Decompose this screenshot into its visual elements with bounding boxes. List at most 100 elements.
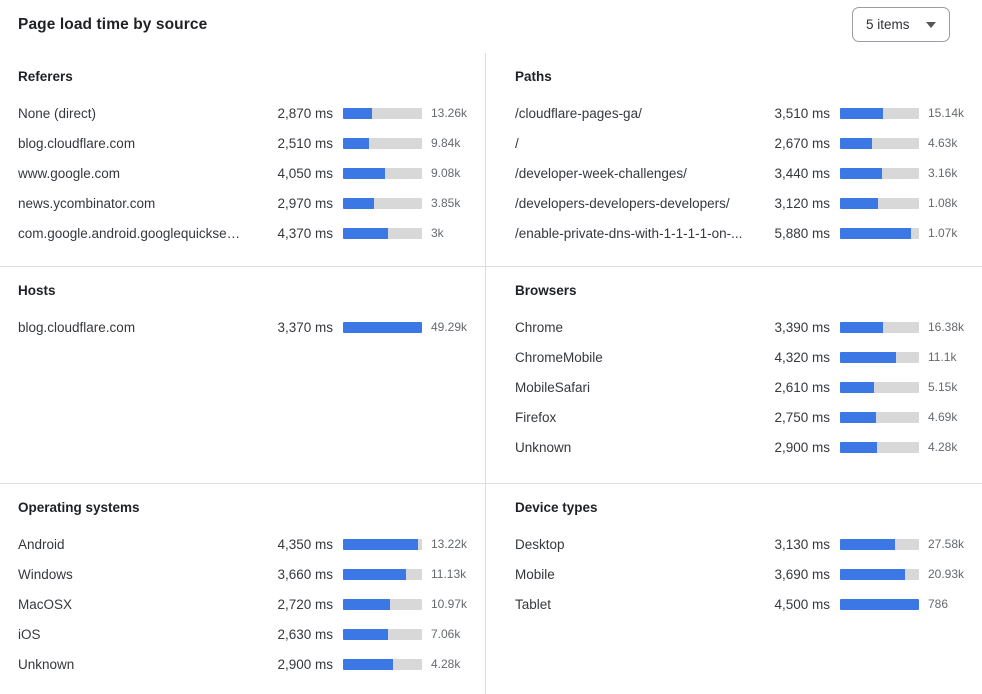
row-bar-fill: [840, 107, 883, 119]
section-rows: Desktop 3,130 ms 27.58k Mobile 3,690 ms …: [515, 529, 970, 619]
row-label: www.google.com: [18, 165, 121, 181]
metric-row: Desktop 3,130 ms 27.58k: [515, 529, 970, 559]
row-bar-track: [840, 568, 919, 580]
section-rows: None (direct) 2,870 ms 13.26k blog.cloud…: [18, 98, 473, 248]
row-bar-track: [343, 658, 422, 670]
row-load-time: 2,510 ms: [277, 135, 333, 151]
row-load-time: 5,880 ms: [774, 225, 830, 241]
row-label: Windows: [18, 566, 73, 582]
row-bar-track: [840, 351, 919, 363]
row-load-time: 3,510 ms: [774, 105, 830, 121]
row-load-time: 3,660 ms: [277, 566, 333, 582]
row-bar-track: [343, 628, 422, 640]
metric-row: MobileSafari 2,610 ms 5.15k: [515, 372, 970, 402]
row-bar-fill: [343, 321, 422, 333]
row-bar-fill: [840, 227, 912, 239]
row-bar-fill: [343, 598, 390, 610]
row-load-time: 4,320 ms: [774, 349, 830, 365]
row-load-time: 2,900 ms: [774, 439, 830, 455]
section-referers: Referers None (direct) 2,870 ms 13.26k b…: [0, 53, 486, 267]
row-bar-track: [343, 227, 422, 239]
row-load-time: 3,130 ms: [774, 536, 830, 552]
row-bar-fill: [840, 197, 878, 209]
row-bar-track: [840, 321, 919, 333]
row-bar-fill: [840, 538, 896, 550]
metric-row: blog.cloudflare.com 2,510 ms 9.84k: [18, 128, 473, 158]
metric-row: /enable-private-dns-with-1-1-1-1-on-... …: [515, 218, 970, 248]
row-count: 9.08k: [431, 166, 461, 180]
metric-row: ChromeMobile 4,320 ms 11.1k: [515, 342, 970, 372]
row-bar-track: [343, 137, 422, 149]
row-load-time: 2,750 ms: [774, 409, 830, 425]
row-bar-fill: [343, 167, 385, 179]
row-bar-fill: [840, 441, 878, 453]
row-count: 3.85k: [431, 196, 461, 210]
section-rows: /cloudflare-pages-ga/ 3,510 ms 15.14k / …: [515, 98, 970, 248]
sections-grid: Referers None (direct) 2,870 ms 13.26k b…: [0, 53, 982, 694]
section-rows: Android 4,350 ms 13.22k Windows 3,660 ms…: [18, 529, 473, 679]
row-load-time: 3,690 ms: [774, 566, 830, 582]
row-count: 3.16k: [928, 166, 958, 180]
section-title: Hosts: [18, 283, 56, 298]
section-paths: Paths /cloudflare-pages-ga/ 3,510 ms 15.…: [486, 53, 982, 267]
metric-row: Windows 3,660 ms 11.13k: [18, 559, 473, 589]
row-bar-track: [343, 167, 422, 179]
row-bar-track: [840, 538, 919, 550]
page-title: Page load time by source: [18, 16, 208, 33]
row-load-time: 3,370 ms: [277, 319, 333, 335]
row-count: 9.84k: [431, 136, 461, 150]
row-count: 13.22k: [431, 537, 468, 551]
section-rows: blog.cloudflare.com 3,370 ms 49.29k: [18, 312, 473, 342]
row-bar-fill: [343, 137, 370, 149]
row-count: 7.06k: [431, 627, 461, 641]
row-count: 4.28k: [431, 657, 461, 671]
row-count: 5.15k: [928, 380, 958, 394]
metric-row: Mobile 3,690 ms 20.93k: [515, 559, 970, 589]
metric-row: com.google.android.googlequicksearc... 4…: [18, 218, 473, 248]
row-count: 11.13k: [431, 567, 467, 581]
row-bar-fill: [343, 538, 419, 550]
metric-row: Unknown 2,900 ms 4.28k: [515, 432, 970, 462]
row-bar-fill: [840, 598, 919, 610]
row-count: 13.26k: [431, 106, 468, 120]
row-load-time: 4,050 ms: [277, 165, 333, 181]
row-label: /developer-week-challenges/: [515, 165, 687, 181]
row-count: 16.38k: [928, 320, 965, 334]
section-title: Paths: [515, 69, 552, 84]
metric-row: Unknown 2,900 ms 4.28k: [18, 649, 473, 679]
row-bar-track: [840, 107, 919, 119]
items-count-select[interactable]: 5 items: [852, 7, 950, 42]
row-load-time: 2,870 ms: [277, 105, 333, 121]
row-bar-fill: [343, 197, 374, 209]
row-bar-track: [840, 197, 919, 209]
row-label: Tablet: [515, 596, 552, 612]
row-bar-fill: [840, 411, 876, 423]
section-operating-systems: Operating systems Android 4,350 ms 13.22…: [0, 484, 486, 694]
row-bar-fill: [343, 107, 373, 119]
row-label: MacOSX: [18, 596, 73, 612]
row-bar-track: [343, 568, 422, 580]
row-bar-track: [343, 538, 422, 550]
metric-row: MacOSX 2,720 ms 10.97k: [18, 589, 473, 619]
row-bar-fill: [840, 321, 884, 333]
metric-row: iOS 2,630 ms 7.06k: [18, 619, 473, 649]
row-count: 4.69k: [928, 410, 958, 424]
row-bar-fill: [343, 227, 389, 239]
row-bar-track: [840, 441, 919, 453]
row-count: 1.07k: [928, 226, 958, 240]
row-label: Mobile: [515, 566, 555, 582]
metric-row: news.ycombinator.com 2,970 ms 3.85k: [18, 188, 473, 218]
row-label: None (direct): [18, 105, 97, 121]
row-label: /cloudflare-pages-ga/: [515, 105, 642, 121]
metric-row: None (direct) 2,870 ms 13.26k: [18, 98, 473, 128]
widget-header: Page load time by source 5 items: [0, 0, 982, 53]
row-load-time: 4,370 ms: [277, 225, 333, 241]
row-bar-fill: [840, 568, 905, 580]
section-rows: Chrome 3,390 ms 16.38k ChromeMobile 4,32…: [515, 312, 970, 462]
row-label: MobileSafari: [515, 379, 591, 395]
row-bar-fill: [840, 137, 873, 149]
row-count: 786: [928, 597, 949, 611]
row-load-time: 3,390 ms: [774, 319, 830, 335]
section-hosts: Hosts blog.cloudflare.com 3,370 ms 49.29…: [0, 267, 486, 484]
